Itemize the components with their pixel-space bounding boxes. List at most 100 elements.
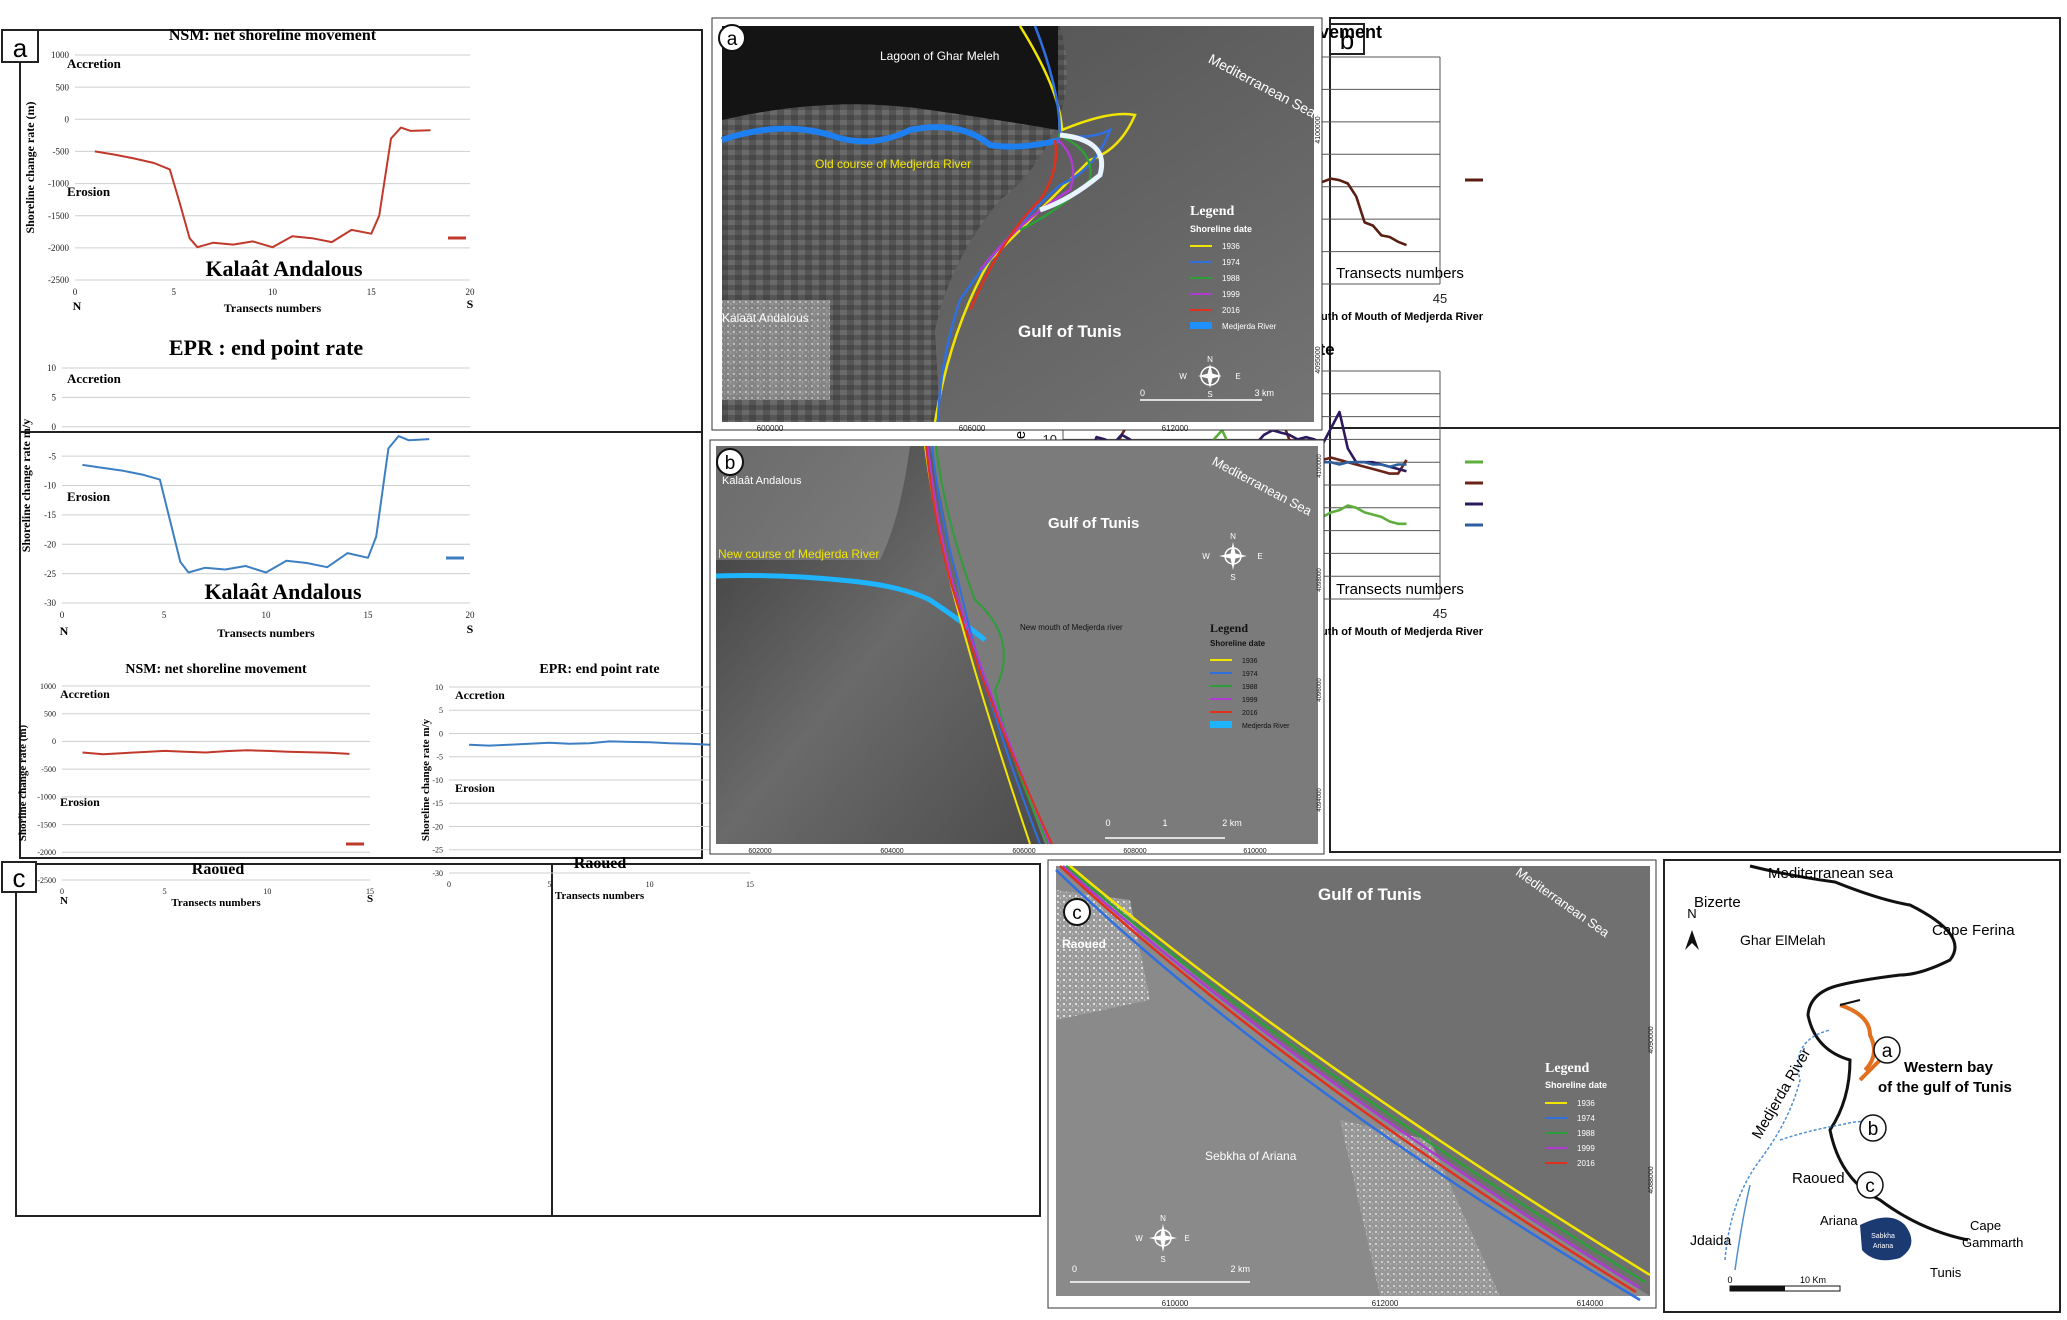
map-c-compass-w: W (1135, 1234, 1143, 1243)
y-tick-label: -25 (432, 846, 443, 855)
map-b-ytick: 4096000 (1317, 678, 1323, 702)
y-axis-label: Shorline change rate (m) (17, 724, 29, 841)
y-tick-label: 0 (52, 422, 57, 432)
panel-c-letter: c (13, 863, 26, 893)
x-tick-label: 15 (366, 887, 374, 896)
overview-scale-1: 10 Km (1800, 1275, 1826, 1285)
map-c-legend-title: Legend (1545, 1061, 1590, 1076)
map-a-compass-e: E (1235, 372, 1240, 381)
x-axis-label: Transects numbers (555, 890, 645, 902)
legend-label: 1988-1999 (1489, 0, 1566, 4)
legend-label: 1999 (1242, 697, 1258, 704)
x-start-label: N (73, 299, 82, 313)
legend-label: 1936 (1222, 242, 1240, 251)
map-c-xtick: 612000 (1372, 1299, 1399, 1308)
overview-label-cape-ferina: Cape Ferina (1932, 922, 2015, 939)
x-axis-label: Transects numbers (224, 301, 322, 315)
x-end-label: S (367, 893, 373, 905)
map-c-scale-0: 0 (1072, 1264, 1077, 1274)
y-tick-label: -1000 (48, 179, 69, 189)
map-a-scale-end: 3 km (1254, 388, 1274, 398)
map-c-land (1056, 866, 1650, 1296)
map-c-shore-1999 (1062, 865, 1641, 1290)
y-tick-label: 10 (47, 363, 57, 373)
chart-title: EPR : end point rate (169, 335, 364, 360)
map-b-ytick: 4100000 (1317, 454, 1323, 478)
accretion-label: Accretion (67, 371, 122, 386)
map-c-label-gulf: Gulf of Tunis (1318, 885, 1422, 904)
map-a-ytick: 4095000 (1315, 346, 1322, 373)
y-tick-label: 0 (439, 729, 443, 738)
y-tick-label: -15 (432, 799, 443, 808)
location-label: Kalaât Andalous (204, 579, 362, 604)
overview-label-cape-g1: Cape (1970, 1218, 2001, 1233)
y-tick-label: -500 (53, 147, 70, 157)
panel-a-frame (19, 29, 703, 859)
map-a: Lagoon of Ghar Meleh Mediterranean Sea O… (711, 17, 1323, 433)
legend-label: 1974-1988 (1489, 0, 1566, 4)
map-b-compass-s: S (1230, 573, 1235, 582)
y-tick-label: -2000 (48, 243, 69, 253)
map-b-compass-w: W (1202, 552, 1210, 561)
x-tick-label: 5 (163, 887, 167, 896)
x-start-label: N (60, 624, 69, 638)
y-tick-label: -2500 (48, 275, 69, 285)
map-a-xtick: 606000 (959, 424, 986, 433)
y-tick-label: -2000 (37, 848, 56, 857)
legend-label: 1988 (1242, 684, 1258, 691)
overview-scale-fill (1730, 1286, 1785, 1291)
legend-label: 2016 (1577, 1159, 1595, 1168)
location-label: Raoued (192, 861, 245, 878)
overview-label-sea: Mediterranean sea (1768, 865, 1894, 882)
overview-scale-0: 0 (1727, 1275, 1732, 1285)
map-b: Kalaât Andalous Mediterranean Sea Gulf o… (709, 439, 1325, 855)
x-tick-label: 5 (162, 610, 167, 620)
map-a-legend-subtitle: Shoreline date (1190, 224, 1252, 234)
x-tick-label: 45 (1433, 291, 1447, 306)
y-tick-label: 0 (52, 737, 56, 746)
region-label: South of Mouth of Medjerda River (1307, 311, 1484, 323)
legend-label: 1988 (1577, 1129, 1595, 1138)
legend-label: 1936–2016 (370, 0, 442, 4)
overview-label-bay-line1: Western bay (1904, 1059, 1994, 1076)
y-tick-label: -500 (41, 765, 56, 774)
map-a-compass-w: W (1179, 372, 1187, 381)
x-tick-label: 45 (1433, 606, 1447, 621)
x-tick-label: 15 (367, 287, 377, 297)
overview-river (1734, 1184, 1751, 1271)
y-tick-label: 10 (435, 683, 443, 692)
series-line (94, 126, 431, 249)
erosion-label: Erosion (67, 184, 111, 199)
x-tick-label: 0 (447, 880, 451, 889)
map-b-shore-1974 (931, 445, 1041, 845)
map-a-label-kalaat: Kalaât Andalous (722, 311, 809, 325)
map-c-label-sebkha: Sebkha of Ariana (1205, 1149, 1297, 1163)
x-axis-label: Transects numbers (1336, 265, 1464, 282)
overview-marker-c-circle (1856, 1171, 1884, 1199)
legend-label: 2016 (1222, 306, 1240, 315)
map-c-xtick: 610000 (1162, 1299, 1189, 1308)
legend-label: 1936–2016 (472, 0, 544, 4)
map-a-river (721, 124, 1061, 150)
y-tick-label: -5 (436, 753, 443, 762)
y-tick-label: -25 (44, 569, 56, 579)
x-end-label: S (467, 622, 474, 636)
legend-label: 1936–2016 (470, 0, 542, 4)
legend-label: 1988 (1222, 274, 1240, 283)
overview-label-raoued: Raoued (1792, 1170, 1845, 1187)
map-c-compass: N S E W (1135, 1214, 1189, 1264)
map-c-compass-s: S (1160, 1255, 1165, 1264)
y-axis-label: Shoreline change rate m/y (19, 419, 33, 552)
map-b-compass: N S E W (1202, 532, 1262, 582)
x-tick-label: 10 (646, 880, 654, 889)
x-tick-label: 20 (466, 610, 476, 620)
overview-map: Mediterranean sea Bizerte Ghar ElMelah C… (1663, 859, 2061, 1313)
map-a-xtick: 600000 (757, 424, 784, 433)
x-tick-label: 5 (172, 287, 177, 297)
map-c-ytick: 4090000 (1648, 1026, 1655, 1053)
map-c: Gulf of Tunis Mediterranean Sea Raoued S… (1047, 859, 1657, 1309)
y-tick-label: -10 (44, 481, 56, 491)
map-a-compass-s: S (1207, 390, 1212, 399)
map-c-legend-subtitle: Shoreline date (1545, 1080, 1607, 1090)
